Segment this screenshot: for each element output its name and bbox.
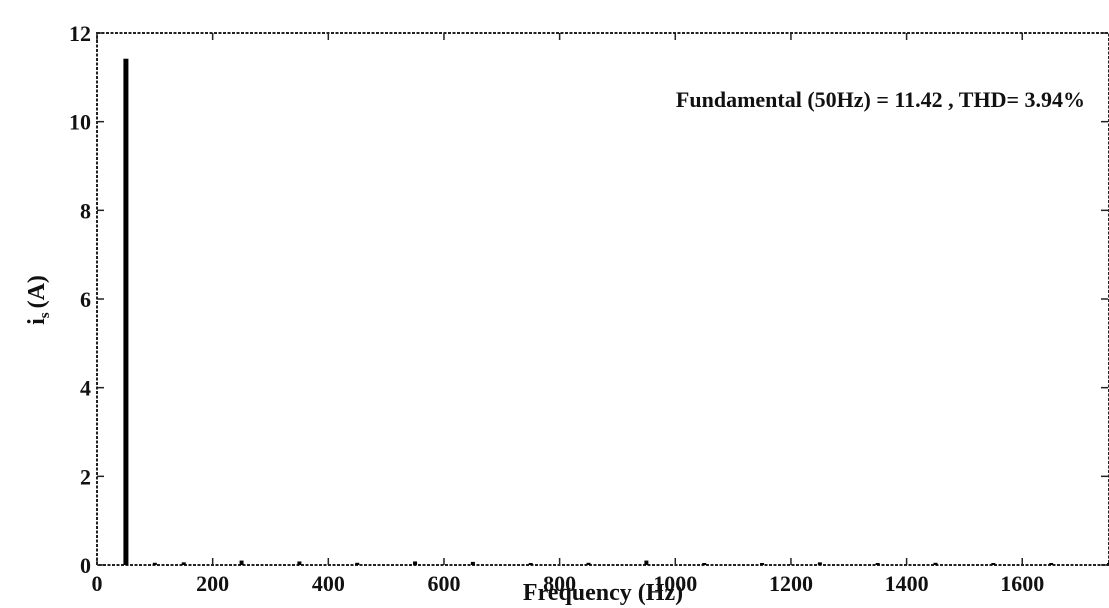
spectrum-bar-650hz: [470, 561, 475, 565]
spectrum-bar-1350hz: [875, 563, 880, 565]
spectrum-bar-150hz: [181, 562, 186, 565]
spectrum-bar-1550hz: [991, 563, 996, 565]
y-axis-ticks: 0 2 4 6 8 10 12: [69, 21, 1108, 578]
spectrum-bar-250hz: [239, 560, 244, 565]
x-axis-title: Frequency (Hz): [523, 580, 683, 606]
spectrum-bar-1450hz: [933, 562, 938, 565]
y-tick-label-4: 4: [80, 376, 91, 401]
spectrum-bar-350hz: [297, 561, 302, 565]
x-tick-label-600: 600: [427, 571, 460, 596]
y-axis-title-unit: (A): [24, 275, 50, 308]
y-tick-label-10: 10: [69, 110, 91, 135]
spectrum-bar-1750hz: [1107, 563, 1109, 565]
spectrum-bar-550hz: [413, 561, 418, 565]
x-tick-label-1600: 1600: [1000, 571, 1044, 596]
spectrum-bar-50hz: [123, 58, 129, 566]
x-tick-label-1000: 1000: [653, 571, 697, 596]
spectrum-bar-1150hz: [760, 563, 765, 565]
x-tick-label-1200: 1200: [769, 571, 813, 596]
spectrum-bar-450hz: [355, 562, 360, 565]
y-axis-title: is (A): [24, 275, 53, 325]
spectrum-bar-750hz: [528, 563, 533, 565]
x-tick-label-1400: 1400: [885, 571, 929, 596]
spectrum-bar-1250hz: [817, 562, 822, 565]
fundamental-thd-annotation: Fundamental (50Hz) = 11.42 , THD= 3.94%: [676, 87, 1085, 112]
spectrum-bar-1050hz: [702, 563, 707, 565]
spectrum-bar-100hz: [152, 562, 157, 565]
x-tick-label-800: 800: [543, 571, 576, 596]
spectrum-bar-850hz: [586, 562, 591, 565]
y-tick-label-0: 0: [80, 553, 91, 578]
spectrum-bars: [123, 58, 1109, 566]
x-tick-label-0: 0: [92, 571, 103, 596]
spectrum-bar-1650hz: [1049, 563, 1054, 565]
y-tick-label-12: 12: [69, 21, 91, 46]
y-tick-label-8: 8: [80, 198, 91, 223]
x-tick-label-200: 200: [196, 571, 229, 596]
y-axis-title-subscript: s: [37, 312, 53, 318]
x-tick-label-400: 400: [312, 571, 345, 596]
y-tick-label-6: 6: [80, 287, 91, 312]
y-axis-title-main: i: [24, 318, 50, 325]
x-axis-ticks: 0 200 400 600 800 1000 1200 1400 1600: [92, 33, 1044, 596]
spectrum-bar-950hz: [644, 560, 649, 565]
y-tick-label-2: 2: [80, 464, 91, 489]
